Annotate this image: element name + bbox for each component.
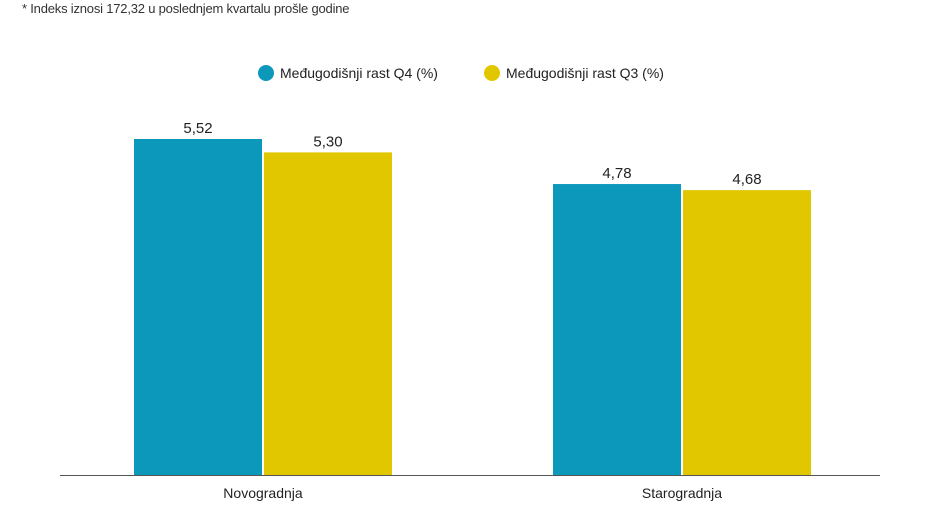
x-tick-label: Novogradnja (223, 485, 303, 501)
chart-bars (134, 139, 811, 476)
legend-swatch (258, 65, 274, 81)
data-label: 5,52 (183, 120, 212, 137)
bar-novogradnja-series-2 (264, 152, 392, 476)
x-axis-tick-labels: Novogradnja Starogradnja (223, 485, 722, 501)
legend-label: Međugodišnji rast Q4 (%) (280, 65, 438, 81)
legend-swatch (484, 65, 500, 81)
data-label: 4,78 (602, 165, 631, 182)
bar-novogradnja-series-1 (134, 139, 262, 475)
chart-legend: Međugodišnji rast Q4 (%) Međugodišnji ras… (258, 65, 664, 81)
bar-starogradnja-series-1 (553, 184, 681, 476)
x-tick-label: Starogradnja (642, 485, 722, 501)
chart-footnote: * Indeks iznosi 172,32 u poslednjem kvar… (22, 1, 350, 16)
bar-starogradnja-series-2 (683, 190, 811, 475)
chart-value-labels: 5,52 4,78 5,30 4,68 (183, 120, 761, 188)
data-label: 4,68 (732, 171, 761, 188)
data-label: 5,30 (313, 133, 342, 150)
legend-label: Međugodišnji rast Q3 (%) (506, 65, 664, 81)
